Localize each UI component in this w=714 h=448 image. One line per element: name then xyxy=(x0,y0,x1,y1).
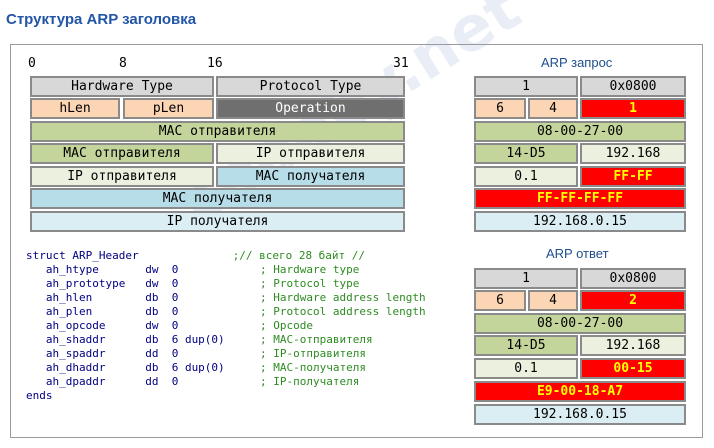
req-target-mac: FF-FF xyxy=(580,166,686,187)
field-hlen: hLen xyxy=(30,98,120,119)
rep-proto: 0x0800 xyxy=(580,268,686,289)
rep-op: 2 xyxy=(580,290,686,311)
code-text: ah_shaddr db 6 dup(0) xyxy=(26,333,225,346)
rep-hw: 1 xyxy=(474,268,578,289)
req-hlen: 6 xyxy=(474,98,526,119)
code-comment: ; MAC-отправителя xyxy=(260,333,373,346)
req-sender-mac-end: 14-D5 xyxy=(474,143,578,164)
req-sender-mac: 08-00-27-00 xyxy=(474,121,686,142)
code-line: ah_hlen db 0 ; Hardware address length xyxy=(26,291,426,305)
req-sender-ip-end: 0.1 xyxy=(474,166,578,187)
bit-label-0: 0 xyxy=(28,56,36,71)
rep-target-ip: 192.168.0.15 xyxy=(474,404,686,425)
request-title: ARP запрос xyxy=(541,55,613,70)
diagram-frame xyxy=(10,44,703,438)
req-plen: 4 xyxy=(528,98,578,119)
bit-label-31: 31 xyxy=(393,56,409,71)
code-text: ah_dhaddr db 6 dup(0) xyxy=(26,361,225,374)
code-text: ends xyxy=(26,389,53,402)
field-plen: pLen xyxy=(123,98,214,119)
code-line: ah_dhaddr db 6 dup(0) ; MAC-получателя xyxy=(26,361,426,375)
code-text: ah_plen db 0 xyxy=(26,305,179,318)
field-mac-sender: MAC отправителя xyxy=(30,121,405,142)
field-ip-receiver: IP получателя xyxy=(30,211,405,232)
code-text: struct ARP_Header xyxy=(26,249,139,262)
code-comment: ; Protocol address length xyxy=(260,305,426,318)
struct-code-listing: struct ARP_Header ;// всего 28 байт // ah… xyxy=(26,249,426,403)
code-text: ah_htype dw 0 xyxy=(26,263,179,276)
code-comment: ; Hardware type xyxy=(260,263,360,276)
code-line: ah_prototype dw 0 ; Protocol type xyxy=(26,277,426,291)
code-comment: ; IP-получателя xyxy=(260,375,360,388)
code-comment: ; Hardware address length xyxy=(260,291,426,304)
rep-hlen: 6 xyxy=(474,290,526,311)
code-text: ah_opcode dw 0 xyxy=(26,319,179,332)
code-line: ends xyxy=(26,389,426,403)
code-text: ah_spaddr dd 0 xyxy=(26,347,179,360)
req-proto: 0x0800 xyxy=(580,76,686,97)
code-comment: ; MAC-получателя xyxy=(260,361,366,374)
field-mac-receiver: MAC получателя xyxy=(216,166,405,187)
code-text: ah_dpaddr dd 0 xyxy=(26,375,179,388)
field-operation: Operation xyxy=(216,98,405,119)
code-text: ah_prototype dw 0 xyxy=(26,277,179,290)
rep-target-mac-end: E9-00-18-A7 xyxy=(474,381,686,402)
code-line: ah_plen db 0 ; Protocol address length xyxy=(26,305,426,319)
field-mac-sender-end: MAC отправителя xyxy=(30,143,214,164)
bit-label-8: 8 xyxy=(119,56,127,71)
req-target-ip: 192.168.0.15 xyxy=(474,211,686,232)
code-line: ah_shaddr db 6 dup(0) ; MAC-отправителя xyxy=(26,333,426,347)
code-line: ah_htype dw 0 ; Hardware type xyxy=(26,263,426,277)
field-hardware-type: Hardware Type xyxy=(30,76,214,97)
code-comment: ; IP-отправителя xyxy=(260,347,366,360)
code-comment: ; Opcode xyxy=(260,319,313,332)
reply-title: ARP ответ xyxy=(546,246,609,261)
rep-sender-ip: 192.168 xyxy=(580,335,686,356)
rep-sender-mac: 08-00-27-00 xyxy=(474,313,686,334)
field-mac-receiver-end: MAC получателя xyxy=(30,188,405,209)
rep-sender-mac-end: 14-D5 xyxy=(474,335,578,356)
field-ip-sender-end: IP отправителя xyxy=(30,166,214,187)
field-protocol-type: Protocol Type xyxy=(216,76,405,97)
rep-sender-ip-end: 0.1 xyxy=(474,358,578,379)
code-line: ah_spaddr dd 0 ; IP-отправителя xyxy=(26,347,426,361)
req-target-mac-end: FF-FF-FF-FF xyxy=(474,188,686,209)
code-text: ah_hlen db 0 xyxy=(26,291,179,304)
code-line: ah_opcode dw 0 ; Opcode xyxy=(26,319,426,333)
code-comment: ;// всего 28 байт // xyxy=(232,249,366,262)
page-title: Структура ARP заголовка xyxy=(6,11,197,28)
req-hw: 1 xyxy=(474,76,578,97)
field-ip-sender: IP отправителя xyxy=(216,143,405,164)
rep-target-mac: 00-15 xyxy=(580,358,686,379)
rep-plen: 4 xyxy=(528,290,578,311)
req-sender-ip: 192.168 xyxy=(580,143,686,164)
bit-label-16: 16 xyxy=(207,56,223,71)
code-line: ah_dpaddr dd 0 ; IP-получателя xyxy=(26,375,426,389)
code-comment: ; Protocol type xyxy=(260,277,360,290)
code-line: struct ARP_Header ;// всего 28 байт // xyxy=(26,249,426,263)
req-op: 1 xyxy=(580,98,686,119)
